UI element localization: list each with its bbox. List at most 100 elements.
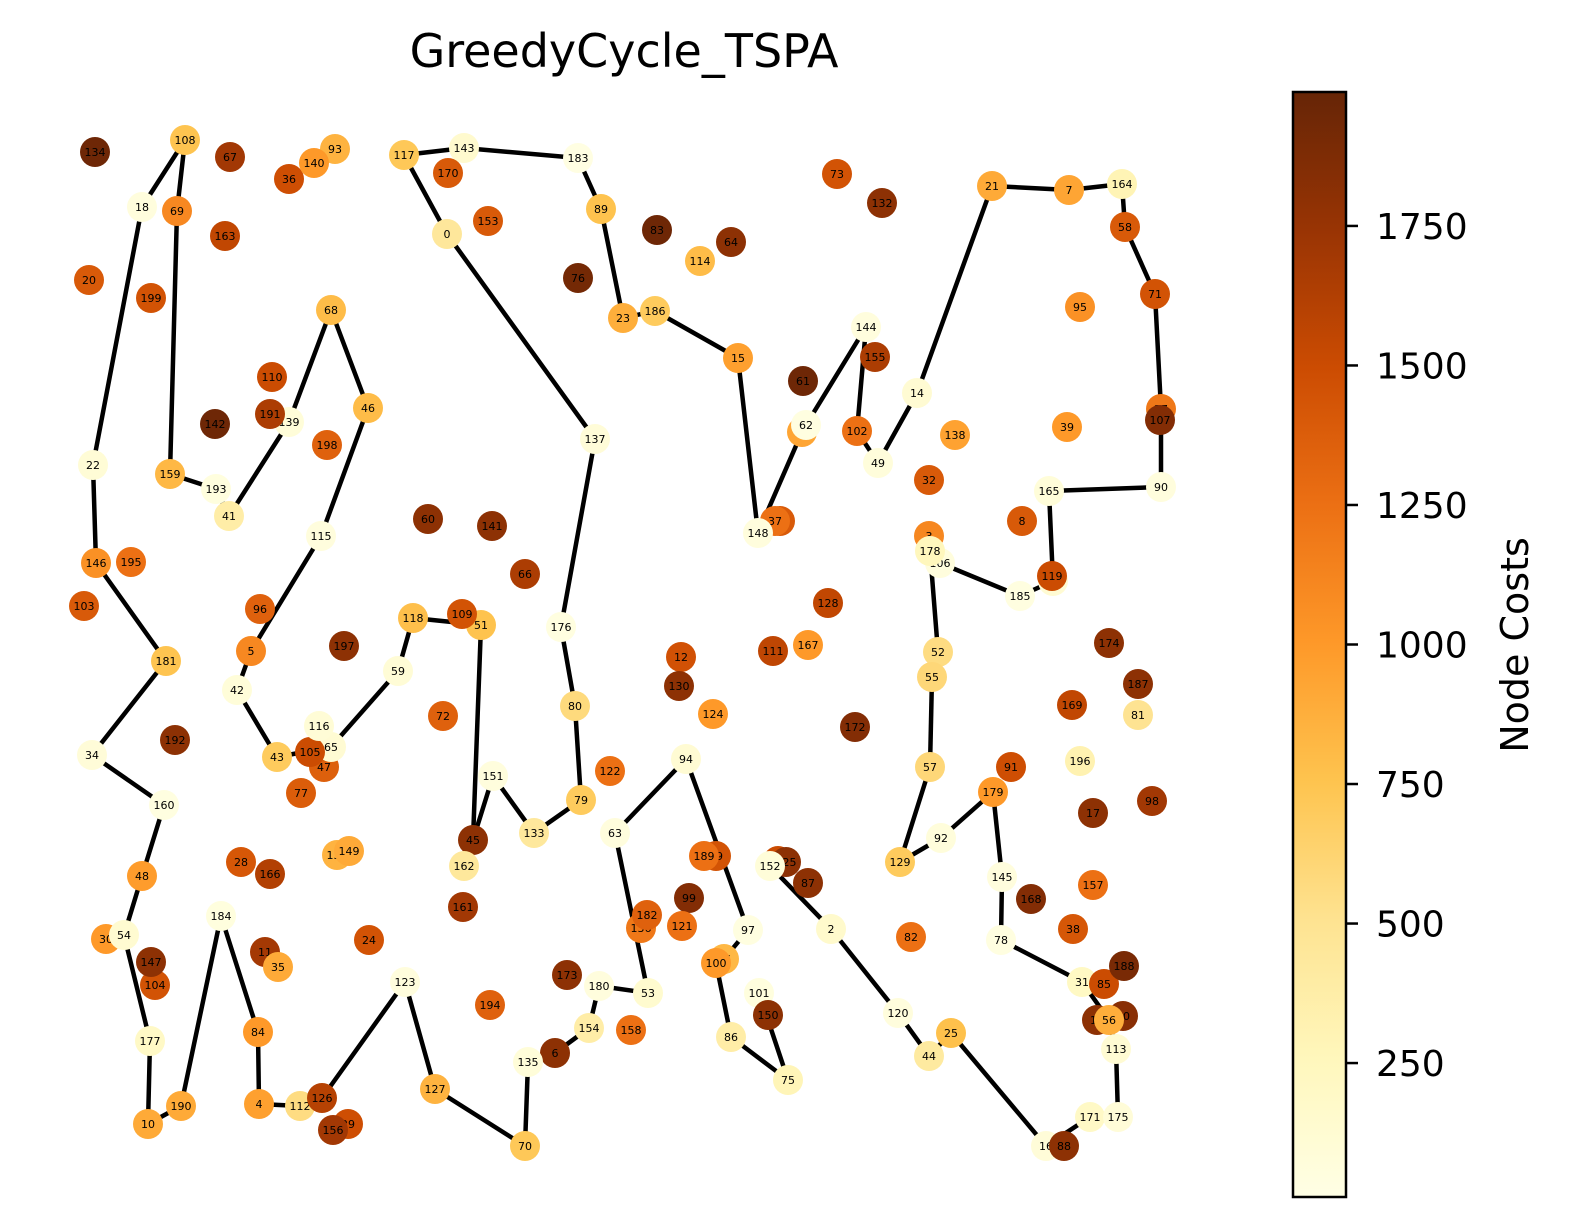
node-marker [773, 1065, 803, 1095]
node-point: 46 [353, 393, 383, 423]
node-label: 185 [1010, 590, 1031, 603]
node-marker [77, 740, 107, 770]
node-marker [214, 501, 244, 531]
node-marker [1145, 405, 1175, 435]
node-label: 4 [256, 1098, 263, 1111]
node-label: 121 [672, 920, 693, 933]
node-marker [987, 862, 1017, 892]
node-label: 173 [557, 969, 578, 982]
node-label: 113 [1106, 1043, 1127, 1056]
node-marker [513, 1047, 543, 1077]
node-point: 7 [1054, 175, 1084, 205]
node-marker [428, 701, 458, 731]
node-label: 34 [85, 749, 99, 762]
node-label: 177 [140, 1035, 161, 1048]
tour-edge [461, 145, 581, 161]
node-marker [133, 1109, 163, 1139]
node-marker [206, 901, 236, 931]
node-marker [914, 465, 944, 495]
node-label: 153 [478, 215, 499, 228]
node-point: 147 [136, 947, 166, 977]
node-point: 104 [140, 970, 170, 1000]
node-label: 101 [749, 987, 770, 1000]
node-label: 165 [1039, 485, 1060, 498]
node-point: 35 [263, 952, 293, 982]
node-label: 92 [934, 832, 948, 845]
node-point: 193 [201, 474, 231, 504]
colorbar-gradient [1291, 90, 1348, 1199]
node-label: 110 [262, 371, 283, 384]
node-point: 127 [420, 1074, 450, 1104]
node-point: 194 [475, 990, 505, 1020]
tour-edge [1046, 484, 1164, 494]
node-point: 21 [977, 171, 1007, 201]
node-marker [666, 642, 696, 672]
node-point: 143 [449, 133, 479, 163]
node-label: 20 [82, 274, 96, 287]
node-point: 160 [149, 790, 179, 820]
node-label: 133 [524, 827, 545, 840]
node-marker [540, 1038, 570, 1068]
node-marker [127, 861, 157, 891]
node-marker [140, 970, 170, 1000]
node-marker [201, 474, 231, 504]
node-marker [608, 303, 638, 333]
node-label: 45 [466, 834, 480, 847]
node-point: 45 [458, 825, 488, 855]
node-marker [244, 1089, 274, 1119]
node-label: 123 [395, 976, 416, 989]
node-point: 53 [633, 978, 663, 1008]
node-point: 72 [428, 701, 458, 731]
node-marker [155, 459, 185, 489]
node-point: 156 [318, 1115, 348, 1145]
node-marker [863, 448, 893, 478]
node-marker [478, 761, 508, 791]
node-point: 69 [162, 196, 192, 226]
node-point: 168 [1016, 884, 1046, 914]
node-label: 198 [317, 439, 338, 452]
node-point: 52 [923, 637, 953, 667]
node-marker [109, 920, 139, 950]
node-label: 41 [222, 510, 236, 523]
node-marker [307, 1083, 337, 1113]
node-point: 64 [716, 227, 746, 257]
node-marker [1110, 212, 1140, 242]
node-point: 195 [116, 547, 146, 577]
node-point: 198 [312, 430, 342, 460]
node-point: 43 [262, 742, 292, 772]
node-point: 107 [1145, 405, 1175, 435]
node-point: 161 [448, 892, 478, 922]
node-label: 99 [682, 892, 696, 905]
node-label: 24 [362, 934, 376, 947]
node-point: 97 [733, 915, 763, 945]
node-marker [822, 159, 852, 189]
node-point: 177 [135, 1026, 165, 1056]
node-label: 44 [922, 1050, 936, 1063]
tour-edge [318, 405, 371, 539]
node-point: 174 [1094, 628, 1124, 658]
node-point: 57 [915, 752, 945, 782]
node-point: 142 [200, 409, 230, 439]
node-point: 4 [244, 1089, 274, 1119]
node-point: 123 [390, 967, 420, 997]
node-label: 176 [551, 621, 572, 634]
node-marker [793, 868, 823, 898]
node-marker [1065, 746, 1095, 776]
node-marker [580, 424, 610, 454]
node-point: 152 [755, 851, 785, 881]
node-marker [286, 778, 316, 808]
node-label: 159 [160, 468, 181, 481]
node-point: 61 [788, 366, 818, 396]
node-marker [633, 978, 663, 1008]
tour-edge [598, 206, 626, 321]
node-point: 8 [1007, 506, 1037, 536]
tour-edge [470, 622, 484, 843]
node-marker [398, 603, 428, 633]
node-marker [274, 164, 304, 194]
node-marker [334, 836, 364, 866]
node-label: 169 [1062, 699, 1083, 712]
node-marker [116, 547, 146, 577]
node-marker [940, 420, 970, 450]
node-point: 41 [214, 501, 244, 531]
node-marker [896, 922, 926, 952]
